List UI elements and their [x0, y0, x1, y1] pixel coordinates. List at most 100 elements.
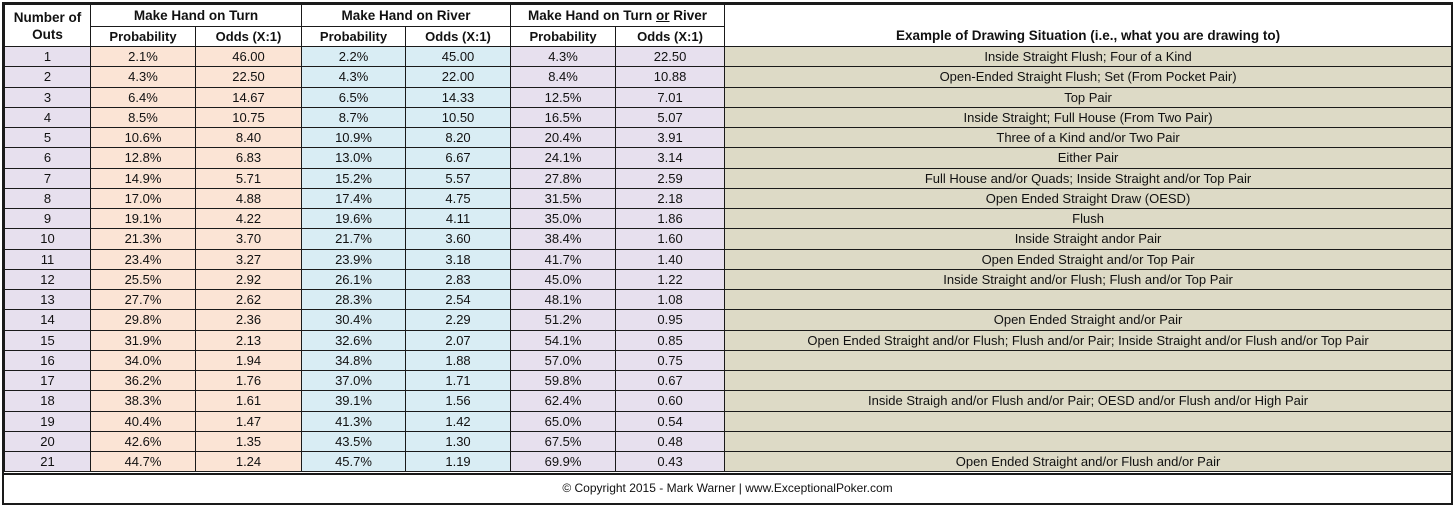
turn-or-river-probability-cell: 12.5% — [510, 86, 617, 108]
river-probability-cell: 39.1% — [301, 390, 407, 412]
river-odds-cell: 1.71 — [405, 369, 512, 392]
turn-odds-cell: 14.67 — [194, 86, 303, 108]
river-odds-cell: 14.33 — [405, 86, 512, 108]
example-cell — [724, 369, 1453, 392]
river-odds-header: Odds (X:1) — [405, 26, 512, 47]
turn-odds-cell: 1.35 — [194, 430, 303, 453]
river-odds-cell: 5.57 — [405, 167, 512, 189]
example-cell: Open Ended Straight and/or Flush and/or … — [724, 450, 1453, 473]
river-probability-cell: 28.3% — [301, 288, 407, 311]
turn-odds-header: Odds (X:1) — [194, 26, 303, 47]
river-probability-cell: 15.2% — [301, 167, 407, 189]
turn-or-river-odds-cell: 1.40 — [615, 248, 726, 270]
table-row: 4 8.5% 10.75 8.7% 10.50 16.5% 5.07 Inside Strai… — [4, 106, 1453, 129]
outs-cell: 13 — [4, 288, 91, 311]
example-cell: Open-Ended Straight Flush; Set (From Poc… — [724, 66, 1453, 88]
river-odds-cell: 1.56 — [405, 390, 512, 412]
turn-or-river-probability-cell: 4.3% — [510, 45, 617, 68]
river-probability-cell: 4.3% — [301, 66, 407, 88]
table-row: 5 10.6% 8.40 10.9% 8.20 20.4% 3.91 Three of a K… — [4, 126, 1453, 149]
river-probability-cell: 23.9% — [301, 248, 407, 270]
turn-probability-cell: 12.8% — [90, 147, 196, 169]
turn-or-river-or: or — [656, 8, 670, 23]
table-row: 14 29.8% 2.36 30.4% 2.29 51.2% 0.95 Open Ended … — [4, 309, 1453, 331]
turn-odds-cell: 22.50 — [194, 66, 303, 88]
turn-probability-cell: 4.3% — [90, 66, 196, 88]
river-probability-cell: 41.3% — [301, 410, 407, 432]
river-odds-cell: 2.54 — [405, 288, 512, 311]
turn-or-river-probability-cell: 48.1% — [510, 288, 617, 311]
turn-or-river-odds-cell: 3.14 — [615, 147, 726, 169]
example-header: Example of Drawing Situation (i.e., what… — [724, 4, 1453, 47]
table-row: 17 36.2% 1.76 37.0% 1.71 59.8% 0.67 — [4, 369, 1453, 392]
turn-or-river-odds-header: Odds (X:1) — [615, 26, 726, 47]
turn-or-river-probability-header: Probability — [510, 26, 617, 47]
turn-or-river-suffix: River — [669, 8, 708, 23]
outs-cell: 20 — [4, 430, 91, 453]
outs-cell: 16 — [4, 349, 91, 372]
table-body: 1 2.1% 46.00 2.2% 45.00 4.3% 22.50 Inside Strai… — [4, 45, 1453, 473]
outs-cell: 7 — [4, 167, 91, 189]
turn-or-river-probability-cell: 38.4% — [510, 228, 617, 250]
turn-or-river-odds-cell: 1.08 — [615, 288, 726, 311]
turn-or-river-prefix: Make Hand on Turn — [528, 8, 657, 23]
example-cell: Three of a Kind and/or Two Pair — [724, 126, 1453, 149]
turn-probability-cell: 23.4% — [90, 248, 196, 270]
turn-odds-cell: 1.94 — [194, 349, 303, 372]
river-probability-cell: 30.4% — [301, 309, 407, 331]
turn-odds-cell: 1.47 — [194, 410, 303, 432]
table-row: 3 6.4% 14.67 6.5% 14.33 12.5% 7.01 Top Pair — [4, 86, 1453, 108]
table-row: 8 17.0% 4.88 17.4% 4.75 31.5% 2.18 Open Ended S… — [4, 187, 1453, 210]
example-cell: Open Ended Straight and/or Top Pair — [724, 248, 1453, 270]
outs-cell: 3 — [4, 86, 91, 108]
outs-cell: 15 — [4, 329, 91, 351]
turn-probability-cell: 44.7% — [90, 450, 196, 473]
river-probability-cell: 32.6% — [301, 329, 407, 351]
turn-or-river-probability-cell: 31.5% — [510, 187, 617, 210]
river-odds-cell: 1.19 — [405, 450, 512, 473]
river-odds-cell: 4.11 — [405, 207, 512, 230]
turn-header: Make Hand on Turn — [89, 4, 303, 27]
outs-cell: 4 — [4, 106, 91, 129]
turn-probability-cell: 10.6% — [90, 126, 196, 149]
turn-probability-cell: 25.5% — [90, 268, 196, 291]
river-odds-cell: 2.29 — [405, 309, 512, 331]
outs-cell: 1 — [4, 45, 91, 68]
river-probability-header: Probability — [301, 26, 407, 47]
outs-cell: 9 — [4, 207, 91, 230]
turn-or-river-probability-cell: 65.0% — [510, 410, 617, 432]
outs-header-line2: Outs — [32, 26, 63, 42]
table-row: 16 34.0% 1.94 34.8% 1.88 57.0% 0.75 — [4, 349, 1453, 372]
outs-cell: 5 — [4, 126, 91, 149]
river-probability-cell: 17.4% — [301, 187, 407, 210]
turn-or-river-header: Make Hand on Turn or River — [510, 4, 726, 27]
example-cell: Full House and/or Quads; Inside Straight… — [724, 167, 1453, 189]
turn-odds-cell: 5.71 — [194, 167, 303, 189]
turn-probability-header: Probability — [90, 26, 196, 47]
turn-odds-cell: 6.83 — [194, 147, 303, 169]
example-cell: Inside Straight and/or Flush; Flush and/… — [724, 268, 1453, 291]
turn-or-river-probability-cell: 51.2% — [510, 309, 617, 331]
river-probability-cell: 2.2% — [301, 45, 407, 68]
river-odds-cell: 2.83 — [405, 268, 512, 291]
river-probability-cell: 8.7% — [301, 106, 407, 129]
river-probability-cell: 10.9% — [301, 126, 407, 149]
river-odds-cell: 3.60 — [405, 228, 512, 250]
river-odds-cell: 4.75 — [405, 187, 512, 210]
turn-probability-cell: 21.3% — [90, 228, 196, 250]
turn-probability-cell: 6.4% — [90, 86, 196, 108]
river-odds-cell: 1.42 — [405, 410, 512, 432]
river-probability-cell: 37.0% — [301, 369, 407, 392]
turn-or-river-probability-cell: 41.7% — [510, 248, 617, 270]
example-cell: Inside Straigh and/or Flush and/or Pair;… — [724, 390, 1453, 412]
river-probability-cell: 13.0% — [301, 147, 407, 169]
turn-odds-cell: 1.76 — [194, 369, 303, 392]
turn-probability-cell: 8.5% — [90, 106, 196, 129]
turn-probability-cell: 27.7% — [90, 288, 196, 311]
example-cell: Top Pair — [724, 86, 1453, 108]
river-probability-cell: 45.7% — [301, 450, 407, 473]
example-cell: Inside Straight; Full House (From Two Pa… — [724, 106, 1453, 129]
turn-probability-cell: 29.8% — [90, 309, 196, 331]
river-odds-cell: 8.20 — [405, 126, 512, 149]
outs-cell: 21 — [4, 450, 91, 473]
